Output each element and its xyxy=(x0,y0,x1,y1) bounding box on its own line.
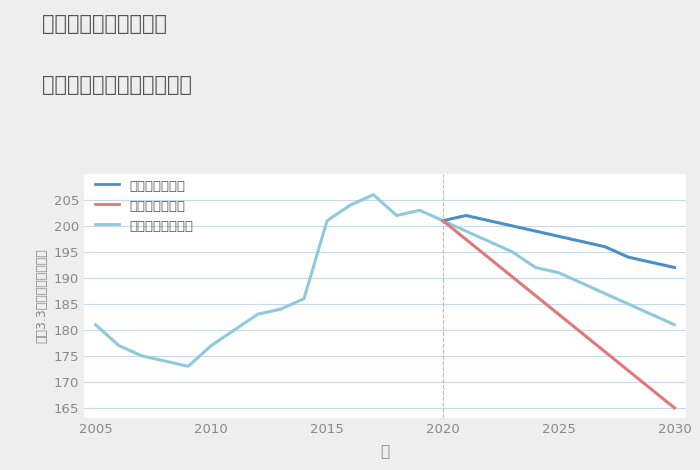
ノーマルシナリオ xyxy=(92,322,100,328)
X-axis label: 年: 年 xyxy=(380,445,390,460)
ノーマルシナリオ xyxy=(531,265,540,270)
ノーマルシナリオ xyxy=(300,296,308,302)
Line: ノーマルシナリオ: ノーマルシナリオ xyxy=(96,195,674,366)
Text: 中古マンションの価格推移: 中古マンションの価格推移 xyxy=(42,75,192,95)
グッドシナリオ xyxy=(670,265,678,270)
グッドシナリオ xyxy=(462,213,470,219)
グッドシナリオ xyxy=(578,239,586,244)
ノーマルシナリオ xyxy=(346,202,354,208)
ノーマルシナリオ xyxy=(253,312,262,317)
バッドシナリオ xyxy=(670,405,678,411)
バッドシナリオ xyxy=(554,312,563,317)
ノーマルシナリオ xyxy=(207,343,216,348)
Line: バッドシナリオ: バッドシナリオ xyxy=(443,221,674,408)
ノーマルシナリオ xyxy=(161,358,169,364)
ノーマルシナリオ xyxy=(393,213,401,219)
ノーマルシナリオ xyxy=(439,218,447,224)
ノーマルシナリオ xyxy=(115,343,123,348)
ノーマルシナリオ xyxy=(554,270,563,275)
グッドシナリオ xyxy=(531,228,540,234)
バッドシナリオ xyxy=(439,218,447,224)
ノーマルシナリオ xyxy=(462,228,470,234)
ノーマルシナリオ xyxy=(647,312,655,317)
グッドシナリオ xyxy=(508,223,517,229)
Legend: グッドシナリオ, バッドシナリオ, ノーマルシナリオ: グッドシナリオ, バッドシナリオ, ノーマルシナリオ xyxy=(90,174,199,238)
Text: 兵庫県西宮市中島町の: 兵庫県西宮市中島町の xyxy=(42,14,167,34)
グッドシナリオ xyxy=(554,234,563,239)
ノーマルシナリオ xyxy=(670,322,678,328)
グッドシナリオ xyxy=(647,259,655,265)
ノーマルシナリオ xyxy=(138,353,146,359)
グッドシナリオ xyxy=(439,218,447,224)
グッドシナリオ xyxy=(624,254,632,260)
ノーマルシナリオ xyxy=(184,363,192,369)
ノーマルシナリオ xyxy=(624,301,632,307)
ノーマルシナリオ xyxy=(276,306,285,312)
ノーマルシナリオ xyxy=(369,192,377,197)
Line: グッドシナリオ: グッドシナリオ xyxy=(443,216,674,267)
ノーマルシナリオ xyxy=(323,218,331,224)
ノーマルシナリオ xyxy=(416,207,424,213)
ノーマルシナリオ xyxy=(230,327,239,333)
ノーマルシナリオ xyxy=(508,249,517,255)
ノーマルシナリオ xyxy=(601,290,609,296)
ノーマルシナリオ xyxy=(485,239,494,244)
ノーマルシナリオ xyxy=(578,280,586,286)
グッドシナリオ xyxy=(601,244,609,250)
グッドシナリオ xyxy=(485,218,494,224)
Y-axis label: 坪（3.3㎡）単価（万円）: 坪（3.3㎡）単価（万円） xyxy=(35,249,48,344)
